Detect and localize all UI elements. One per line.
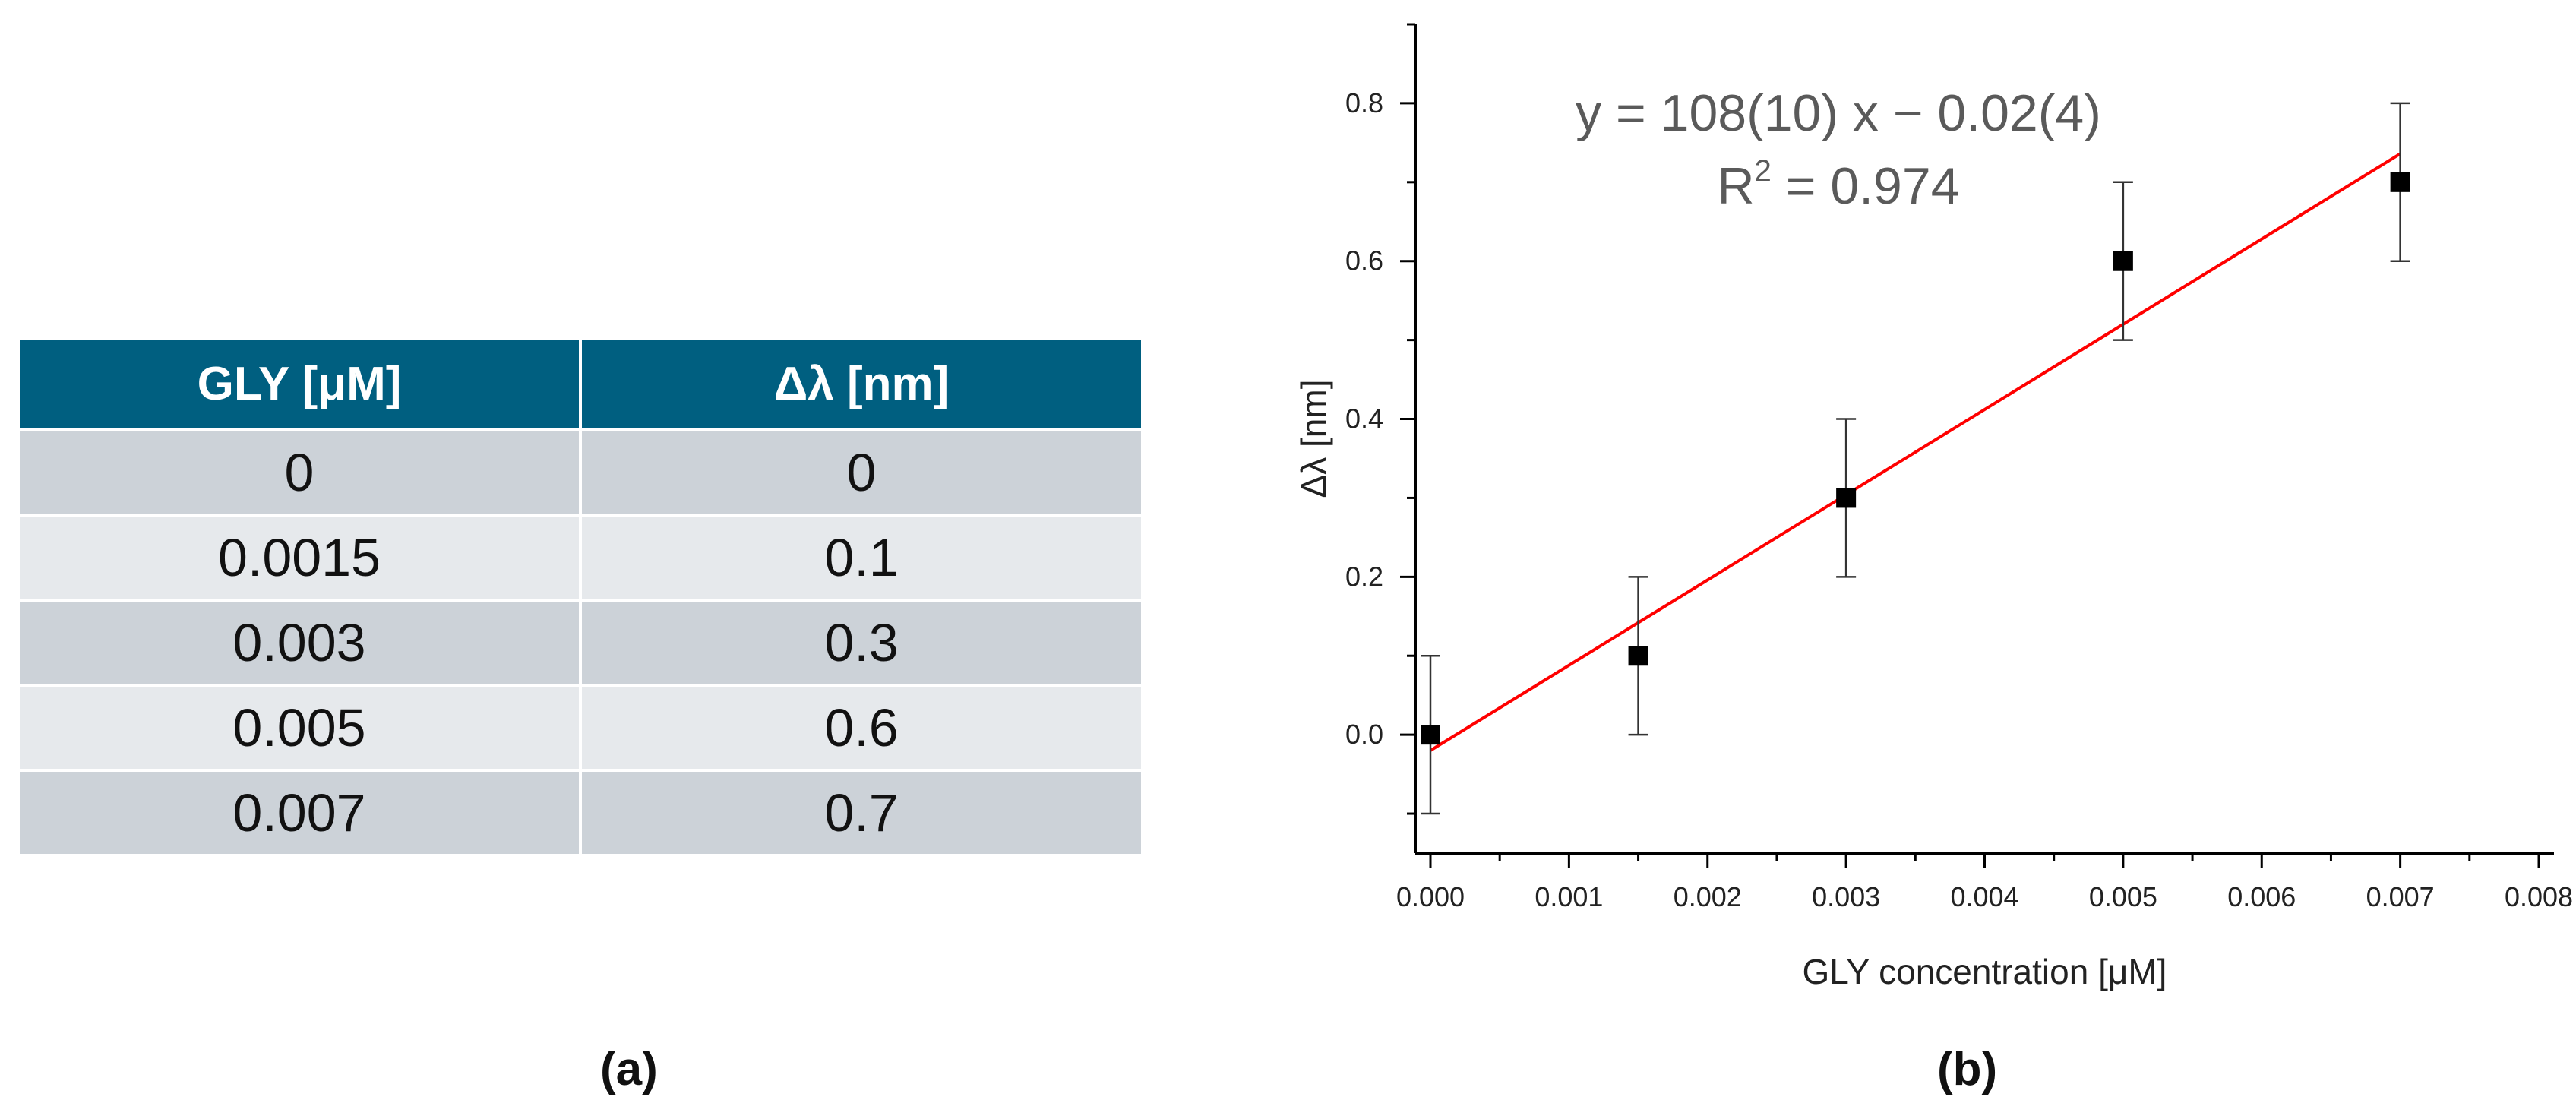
data-points [1421,102,2410,815]
x-tick-label: 0.002 [1674,881,1742,912]
data-point [1836,488,1857,508]
table-row: 0.005 0.6 [20,684,1141,770]
fit-equation: y = 108(10) x − 0.02(4) [1576,84,2101,142]
cell-delta-lambda: 0.1 [580,514,1141,600]
x-tick-label: 0.006 [2227,881,2296,912]
y-tick-label: 0.4 [1345,403,1383,435]
cell-delta-lambda: 0 [580,428,1141,515]
r2-superscript: 2 [1755,154,1772,188]
y-tick-label: 0.6 [1345,245,1383,277]
fit-r-squared: R2 = 0.974 [1717,154,1959,215]
table-row: 0.003 0.3 [20,599,1141,685]
x-tick-label: 0.000 [1396,881,1465,912]
y-axis-title: Δλ [nm] [1294,380,1333,498]
cell-gly: 0.007 [20,769,582,854]
x-tick-label: 0.001 [1535,881,1603,912]
table-row: 0.0015 0.1 [20,514,1141,600]
data-point [1628,646,1648,666]
cell-delta-lambda: 0.6 [580,684,1141,770]
data-point [2390,172,2410,192]
data-table: GLY [μM] Δλ [nm] 0 0 0.0015 0.1 0.003 0.… [20,340,1141,854]
data-point [1421,725,1440,745]
panel-label-a: (a) [600,1043,658,1095]
header-gly: GLY [μM] [20,340,582,430]
y-tick-label: 0.2 [1345,561,1383,592]
table-row: 0 0 [20,428,1141,515]
table-header-row: GLY [μM] Δλ [nm] [20,340,1141,430]
data-point [2113,251,2133,271]
cell-delta-lambda: 0.3 [580,599,1141,685]
fit-line [1429,152,2401,752]
y-tick-label: 0.8 [1345,87,1383,119]
x-tick-label: 0.007 [2366,881,2435,912]
x-tick-label: 0.005 [2089,881,2157,912]
cell-gly: 0.003 [20,599,582,685]
x-axis-title: GLY concentration [μM] [1803,952,2167,991]
r2-prefix: R [1717,157,1754,215]
header-delta-lambda: Δλ [nm] [580,340,1141,430]
axis-ticks: 0.000 0.001 0.002 0.003 0.004 0.005 0.006 0.007… [1345,23,2573,912]
x-tick-label: 0.003 [1812,881,1880,912]
cell-gly: 0.0015 [20,514,582,600]
table-row: 0.007 0.7 [20,769,1141,854]
panel-label-b: (b) [1937,1043,1998,1095]
y-tick-label: 0.0 [1345,719,1383,750]
cell-gly: 0.005 [20,684,582,770]
x-tick-label: 0.004 [1950,881,2018,912]
x-tick-label: 0.008 [2505,881,2573,912]
cell-delta-lambda: 0.7 [580,769,1141,854]
r2-value: = 0.974 [1772,157,1960,215]
cell-gly: 0 [20,428,582,515]
